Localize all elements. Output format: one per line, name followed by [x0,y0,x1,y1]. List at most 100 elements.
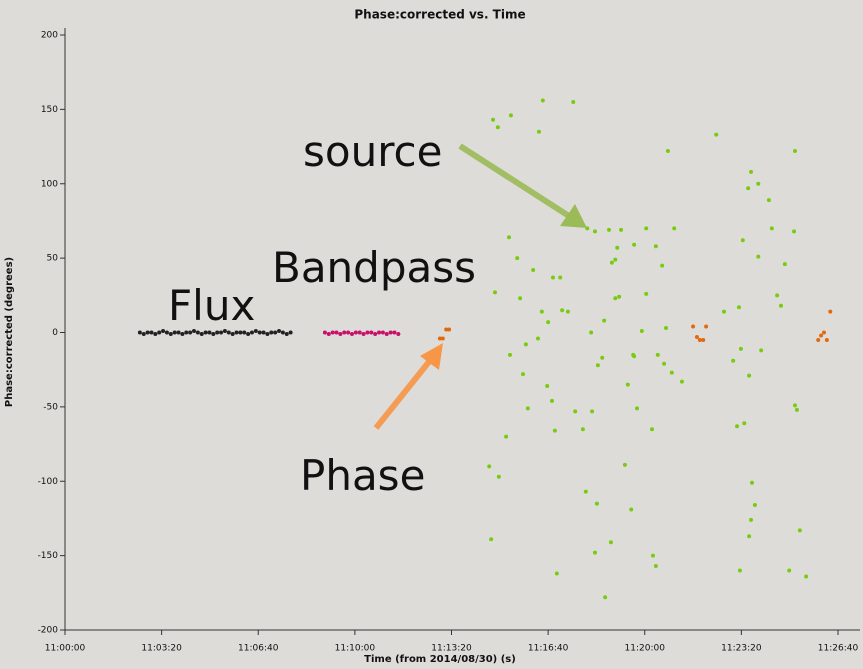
data-point [342,330,347,335]
data-point [396,331,401,336]
data-point [735,424,740,429]
data-point [211,331,216,336]
data-point [819,333,824,338]
data-point [731,358,736,363]
data-point [804,574,809,579]
data-point [573,409,578,414]
data-point [649,427,654,432]
data-point [793,149,798,154]
data-point [679,379,684,384]
data-point [353,330,358,335]
data-point [613,257,618,262]
data-point [600,355,605,360]
data-point [447,327,452,332]
data-point [284,331,289,336]
y-tick-label: -100 [38,477,59,487]
data-point [153,331,158,336]
data-point [619,227,624,232]
data-point [269,330,274,335]
data-point [261,330,266,335]
data-point [546,320,551,325]
data-point [326,331,331,336]
data-point [540,98,545,103]
data-point [828,309,833,314]
data-point [737,568,742,573]
data-point [369,330,374,335]
data-point [824,337,829,342]
data-point [377,330,382,335]
data-point [531,268,536,273]
data-point [552,428,557,433]
data-point [489,537,494,542]
data-point [525,406,530,411]
data-point [199,331,204,336]
data-point [246,331,251,336]
data-point [157,330,162,335]
data-point [752,503,757,508]
data-point [545,384,550,389]
data-point [594,501,599,506]
data-point [322,330,327,335]
x-tick-label: 11:23:20 [721,644,762,654]
data-point [330,330,335,335]
data-point [603,595,608,600]
data-point [277,329,282,334]
data-point [249,330,254,335]
y-tick-label: -50 [43,402,58,412]
data-point [230,331,235,336]
data-point [487,464,492,469]
data-point [444,327,449,332]
data-point [492,290,497,295]
data-point [357,330,362,335]
data-point [238,330,243,335]
data-point [816,337,821,342]
data-point [632,242,637,247]
data-point [775,293,780,298]
data-point [373,331,378,336]
data-point [334,330,339,335]
data-point [721,309,726,314]
y-tick-label: -150 [38,551,59,561]
data-point [242,330,247,335]
x-tick-label: 11:20:00 [625,644,666,654]
annotation: Phase [300,451,425,500]
data-point [589,330,594,335]
chart-title: Phase:corrected vs. Time [354,8,525,22]
data-point [662,361,667,366]
data-point [756,181,761,186]
data-point [778,303,783,308]
data-point [595,363,600,368]
arrow [373,343,443,430]
data-point [738,346,743,351]
data-point [565,309,570,314]
data-point [168,331,173,336]
data-point [392,330,397,335]
y-tick-label: 150 [41,105,58,115]
data-point [161,329,166,334]
data-point [137,330,142,335]
data-point [257,330,262,335]
y-tick-label: 50 [47,254,59,264]
x-tick-label: 11:13:20 [431,644,472,654]
data-point [793,403,798,408]
data-point [380,330,385,335]
data-point [602,318,607,323]
data-point [792,229,797,234]
data-point [518,296,523,301]
data-point [491,117,496,122]
data-point [746,186,751,191]
data-point [625,382,630,387]
x-tick-label: 11:16:40 [528,644,569,654]
data-point [558,275,563,280]
data-point [704,324,709,329]
data-point [222,329,227,334]
data-point [653,244,658,249]
data-point [580,427,585,432]
data-point [629,507,634,512]
data-point [660,263,665,268]
data-point [766,198,771,203]
data-point [195,330,200,335]
data-point [172,330,177,335]
data-point [797,528,802,533]
data-point [180,331,185,336]
